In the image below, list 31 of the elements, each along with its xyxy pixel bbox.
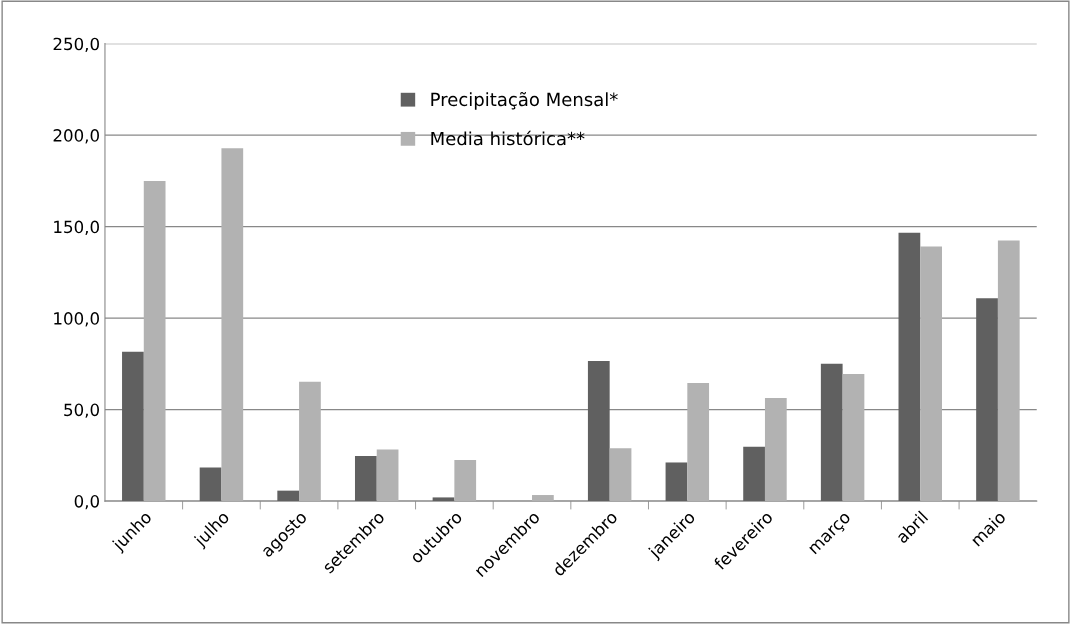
y-tick-label: 250,0: [53, 37, 99, 52]
y-tick-label: 150,0: [54, 220, 99, 235]
y-tick-label: 100,0: [54, 312, 99, 327]
bar: [665, 462, 688, 502]
bar: [609, 448, 632, 502]
bar: [454, 459, 477, 502]
bar: [997, 240, 1020, 502]
bar: [221, 148, 244, 502]
bar: [743, 446, 765, 502]
legend-label: Precipitação Mensal*: [431, 91, 618, 110]
bar: [764, 398, 787, 502]
bar: [842, 373, 865, 502]
bar: [898, 232, 921, 502]
bar: [199, 467, 222, 502]
y-tick-label: 50,0: [64, 403, 99, 418]
bar: [143, 180, 166, 502]
bar: [432, 497, 455, 502]
y-tick-label: 0,0: [74, 495, 99, 510]
bar: [920, 246, 942, 502]
y-tick-label: 200,0: [53, 129, 99, 144]
bar: [277, 490, 300, 502]
bar: [976, 298, 998, 502]
legend-label: Media histórica**: [431, 130, 585, 146]
bar: [376, 449, 399, 502]
bar: [532, 495, 554, 502]
bar: [299, 381, 321, 502]
bar: [820, 363, 843, 502]
bar: [587, 360, 610, 502]
bar: [122, 351, 144, 502]
bar: [354, 455, 377, 502]
bar: [687, 382, 710, 502]
